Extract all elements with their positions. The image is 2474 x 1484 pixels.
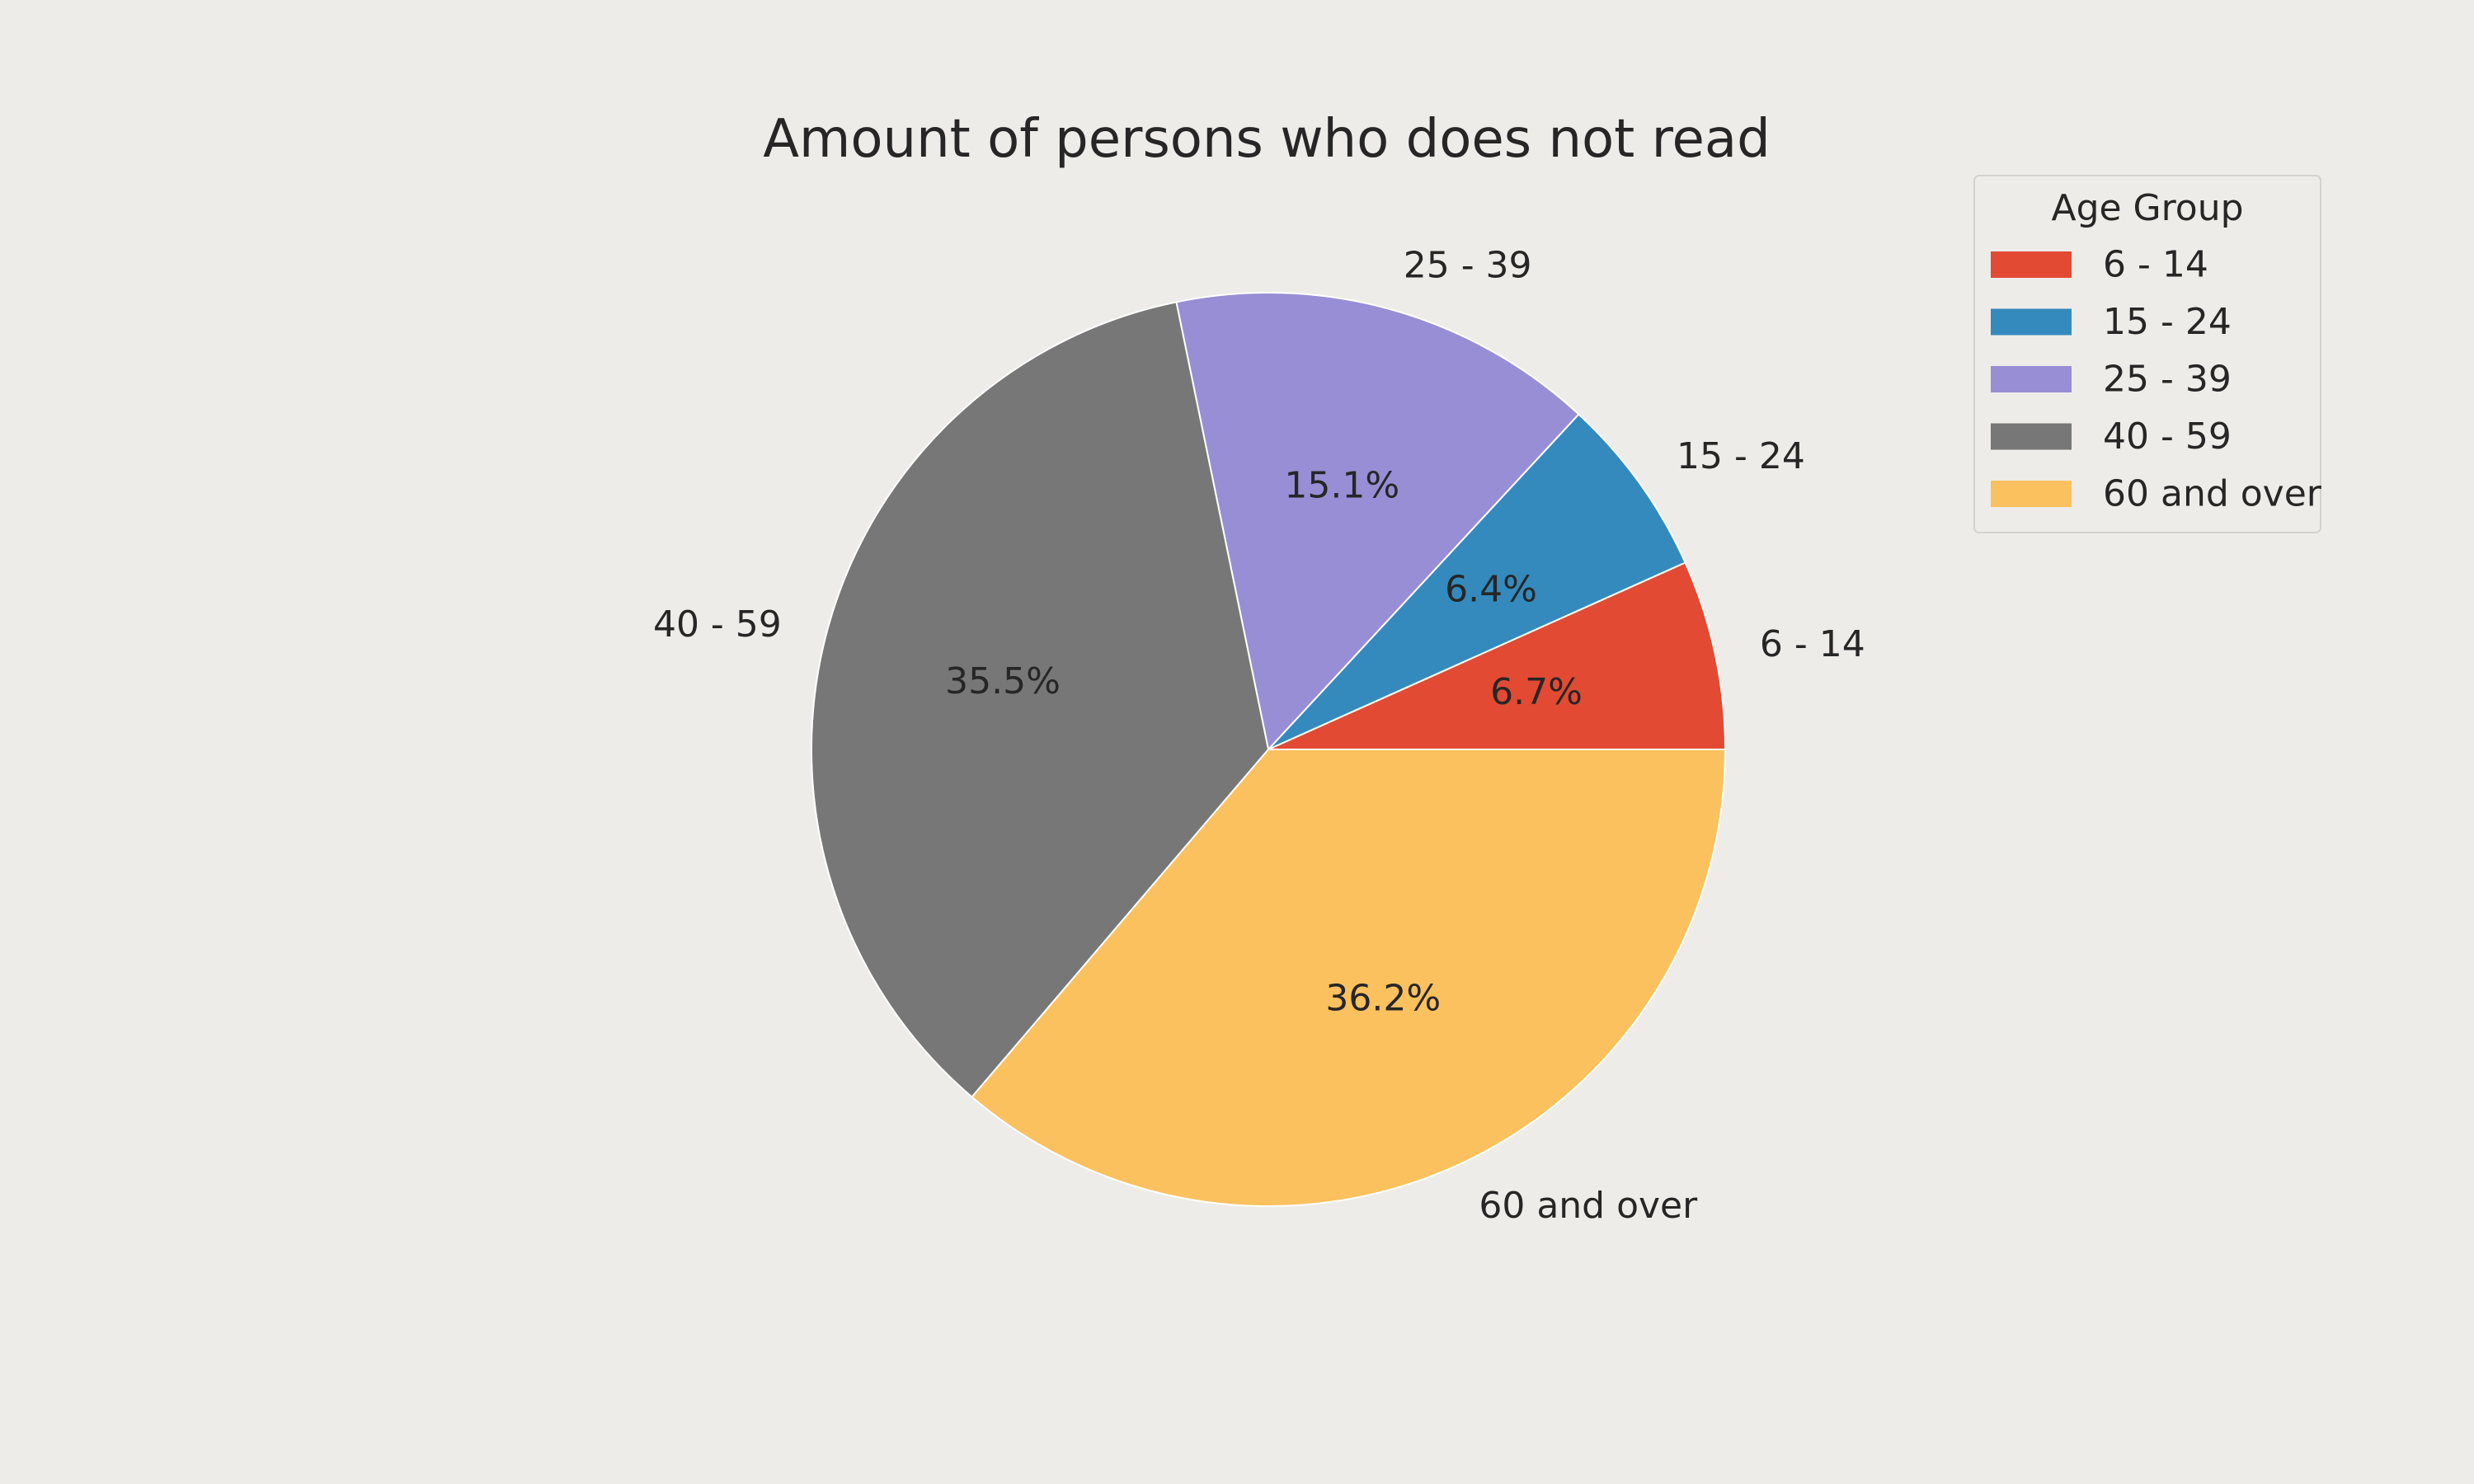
legend-items: 6 - 14 15 - 24 25 - 39 40 - 59 60 and over [1991,244,2322,515]
legend: Age Group 6 - 14 15 - 24 25 - 39 40 - 59 60 … [1973,175,2322,533]
pie-slice-6-14 [1268,561,1726,750]
legend-title: Age Group [2051,187,2243,229]
pie-category-label-60-and-over: 60 and over [1479,1185,1698,1227]
legend-swatch-40-59 [1991,423,2072,450]
legend-label-60-and-over: 60 and over [2103,473,2322,515]
pie-slices [811,292,1726,1207]
legend-swatch-15-24 [1991,308,2072,336]
pie-percent-label-40-59: 35.5% [945,660,1061,702]
pie-category-label-25-39: 25 - 39 [1404,245,1532,287]
pie-slice-15-24 [1268,413,1686,750]
legend-swatch-25-39 [1991,366,2072,392]
pie-percent-label-25-39: 15.1% [1284,464,1399,506]
legend-label-6-14: 6 - 14 [2103,244,2208,286]
pie-percent-label-6-14: 6.7% [1490,671,1583,713]
pie-category-label-40-59: 40 - 59 [653,603,782,646]
pie-slice-labels: 6.7% 6 - 14 6.4% 15 - 24 15.1% 25 - 39 35.5% 40… [653,245,1865,1227]
pie-category-label-15-24: 15 - 24 [1677,435,1805,477]
chart-title: Amount of persons who does not read [763,109,1770,170]
legend-swatch-60-and-over [1991,481,2072,507]
legend-swatch-6-14 [1991,251,2072,278]
pie-category-label-6-14: 6 - 14 [1760,623,1865,665]
legend-label-15-24: 15 - 24 [2103,301,2232,343]
pie-percent-label-15-24: 6.4% [1445,569,1537,611]
pie-percent-label-60-and-over: 36.2% [1325,977,1441,1019]
pie-slice-40-59 [811,301,1269,1098]
pie-slice-25-39 [1175,292,1580,750]
legend-label-40-59: 40 - 59 [2103,416,2232,458]
legend-label-25-39: 25 - 39 [2103,359,2232,401]
pie-slice-60-and-over [971,749,1726,1207]
